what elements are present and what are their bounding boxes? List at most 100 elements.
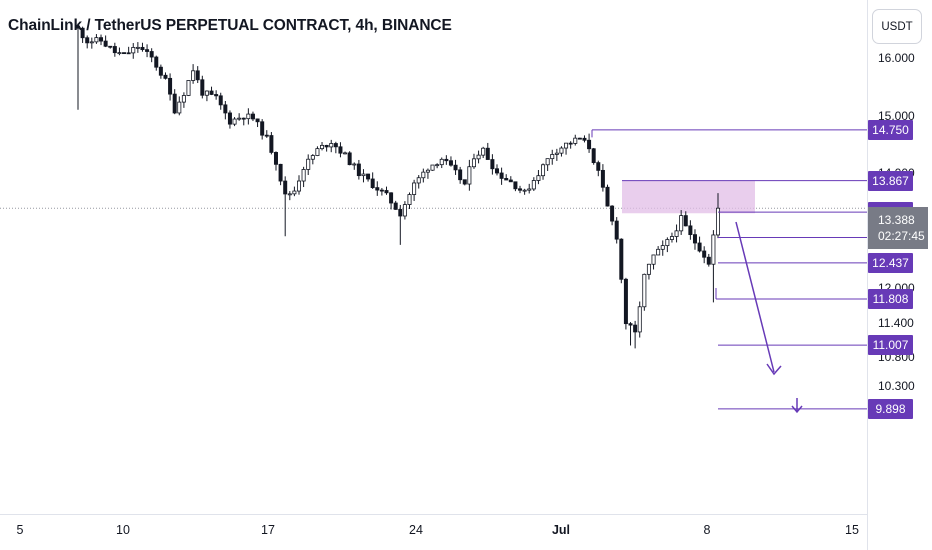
candle-body bbox=[665, 239, 670, 247]
candle bbox=[366, 173, 371, 182]
candle-body bbox=[711, 234, 716, 265]
candle-body bbox=[301, 169, 306, 182]
candle-body bbox=[674, 230, 679, 237]
candle-body bbox=[393, 202, 398, 210]
current-price-value: 13.388 bbox=[878, 213, 915, 227]
candle bbox=[568, 141, 573, 149]
candle-body bbox=[333, 143, 338, 148]
candle-body bbox=[416, 177, 421, 184]
candle bbox=[448, 156, 453, 167]
candle bbox=[99, 34, 104, 46]
candle-body bbox=[623, 278, 628, 325]
candle bbox=[605, 184, 610, 207]
candle-body bbox=[692, 234, 697, 244]
candle-body bbox=[297, 180, 302, 192]
level-price-label: 13.867 bbox=[868, 170, 913, 191]
candle bbox=[550, 149, 555, 165]
candle-body bbox=[352, 163, 357, 166]
candle-body bbox=[637, 306, 642, 333]
candle bbox=[85, 35, 90, 49]
candle bbox=[476, 150, 481, 164]
candle bbox=[347, 151, 352, 166]
candle-body bbox=[656, 248, 661, 256]
candle-body bbox=[402, 204, 407, 217]
candle-body bbox=[550, 154, 555, 160]
candle bbox=[596, 160, 601, 177]
candle bbox=[711, 230, 716, 303]
candle bbox=[421, 168, 426, 183]
candle-body bbox=[582, 137, 587, 141]
time-tick-label: 10 bbox=[116, 523, 130, 537]
candle-body bbox=[273, 152, 278, 165]
candle-body bbox=[186, 80, 191, 96]
candle-body bbox=[596, 162, 601, 171]
candle-body bbox=[181, 95, 186, 103]
candle bbox=[246, 108, 251, 125]
candle bbox=[706, 253, 711, 267]
candle-body bbox=[485, 147, 490, 160]
candle bbox=[214, 90, 219, 100]
candle-body bbox=[444, 158, 449, 162]
candle-body bbox=[536, 175, 541, 181]
candle-body bbox=[347, 152, 352, 166]
candle bbox=[683, 211, 688, 227]
currency-button[interactable]: USDT bbox=[872, 9, 922, 44]
candle bbox=[172, 89, 177, 115]
candle-body bbox=[564, 142, 569, 149]
candle-body bbox=[642, 273, 647, 308]
candle-body bbox=[209, 90, 214, 95]
candle bbox=[181, 92, 186, 108]
candle-body bbox=[370, 178, 375, 189]
candle-body bbox=[356, 163, 361, 177]
level-price-label: 14.750 bbox=[868, 119, 913, 140]
candle-body bbox=[379, 189, 384, 192]
candle-body bbox=[76, 25, 81, 29]
candle bbox=[623, 277, 628, 330]
candle bbox=[688, 220, 693, 240]
candle bbox=[462, 179, 467, 186]
candle-body bbox=[384, 190, 389, 194]
candle-body bbox=[200, 79, 205, 96]
candle-body bbox=[568, 142, 573, 145]
candle-body bbox=[168, 77, 173, 95]
time-tick-label: Jul bbox=[551, 523, 571, 537]
candle bbox=[425, 168, 430, 179]
candle bbox=[614, 217, 619, 244]
candle-body bbox=[412, 182, 417, 195]
candle-body bbox=[154, 56, 159, 68]
price-tick-label: 16.000 bbox=[878, 51, 915, 65]
candle-body bbox=[462, 179, 467, 185]
candle bbox=[646, 263, 651, 280]
candle bbox=[416, 175, 421, 189]
candle bbox=[508, 176, 513, 183]
candle bbox=[237, 113, 242, 121]
candle bbox=[716, 193, 721, 239]
candle-body bbox=[338, 146, 343, 154]
candle bbox=[660, 240, 665, 256]
candle-body bbox=[531, 180, 536, 190]
candle-body bbox=[140, 46, 145, 51]
candle-body bbox=[628, 323, 633, 326]
candle bbox=[573, 134, 578, 146]
candle-body bbox=[587, 139, 592, 150]
candle-body bbox=[559, 147, 564, 154]
candle-body bbox=[94, 37, 99, 43]
candle bbox=[103, 35, 108, 48]
candle bbox=[278, 163, 283, 186]
bar-countdown: 02:27:45 bbox=[878, 229, 925, 243]
candle bbox=[481, 146, 486, 159]
candle-body bbox=[246, 113, 251, 120]
candle-body bbox=[633, 324, 638, 333]
candle bbox=[306, 154, 311, 176]
candle-body bbox=[646, 263, 651, 275]
candle-body bbox=[237, 117, 242, 120]
candle-body bbox=[195, 70, 200, 81]
candle-body bbox=[361, 173, 366, 177]
time-tick-label: 5 bbox=[16, 523, 24, 537]
candle-body bbox=[398, 209, 403, 217]
supply-zone-box bbox=[622, 180, 755, 214]
candle-body bbox=[214, 94, 219, 97]
candle-body bbox=[269, 135, 274, 153]
candle-body bbox=[435, 164, 440, 167]
